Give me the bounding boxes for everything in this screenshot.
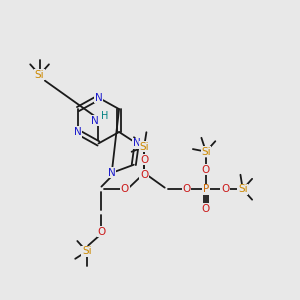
Text: O: O (183, 184, 191, 194)
Text: Si: Si (139, 142, 149, 152)
Text: N: N (133, 139, 141, 148)
Text: O: O (140, 155, 148, 165)
Text: Si: Si (35, 70, 44, 80)
Text: Si: Si (238, 184, 247, 194)
Text: O: O (202, 204, 210, 214)
Text: O: O (140, 169, 148, 179)
Text: O: O (202, 165, 210, 175)
Text: P: P (203, 184, 209, 194)
Text: O: O (221, 184, 229, 194)
Text: N: N (108, 168, 116, 178)
Text: N: N (74, 127, 82, 137)
Text: N: N (91, 116, 99, 126)
Text: H: H (101, 111, 109, 121)
Text: Si: Si (82, 246, 92, 256)
Text: O: O (97, 227, 106, 237)
Text: O: O (121, 184, 129, 194)
Text: N: N (94, 93, 102, 103)
Text: Si: Si (201, 147, 211, 157)
